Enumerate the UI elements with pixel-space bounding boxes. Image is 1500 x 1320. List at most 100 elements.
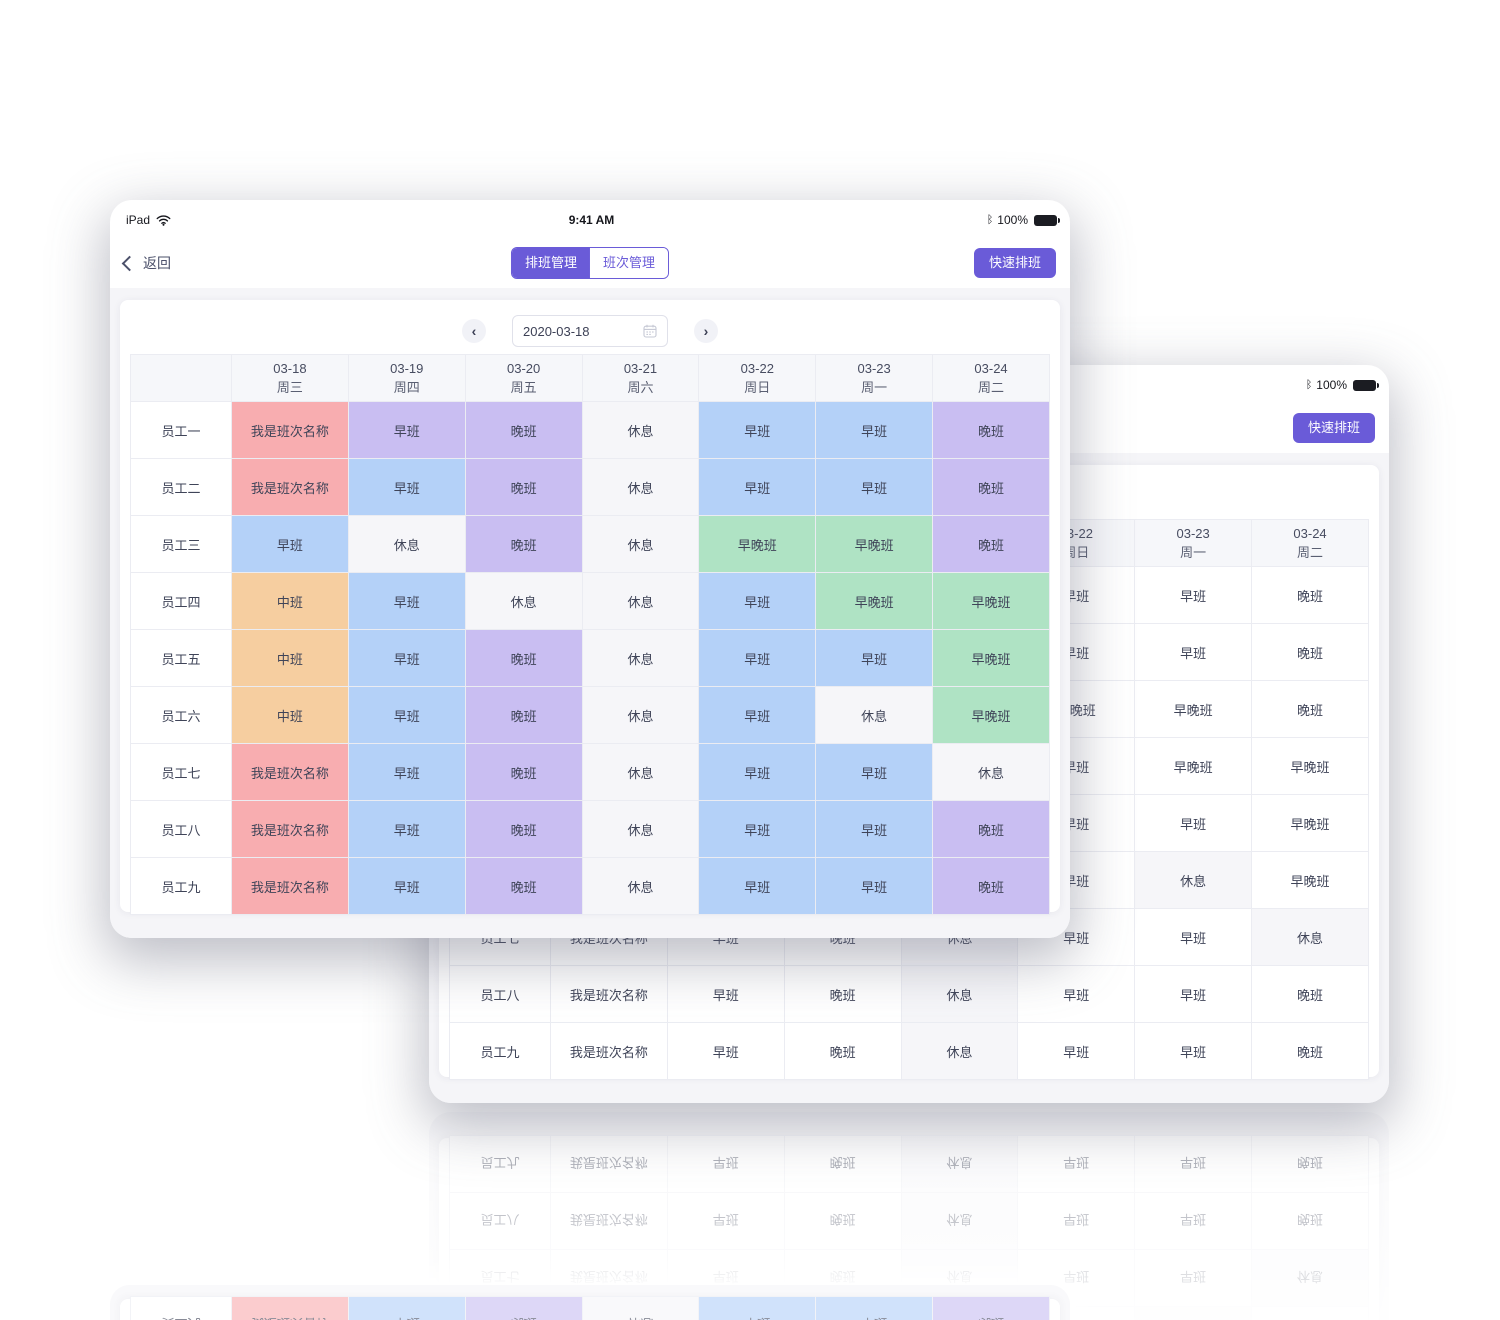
shift-cell[interactable]: 早班 [815,743,934,801]
shift-cell[interactable]: 晚班 [932,515,1050,573]
shift-cell[interactable]: 晚班 [932,458,1050,516]
shift-cell[interactable]: 晚班 [1251,1022,1369,1080]
shift-cell[interactable]: 早班 [698,686,817,744]
shift-cell[interactable]: 晚班 [464,800,583,858]
employee-name: 员工二 [130,458,232,516]
shift-cell[interactable]: 休息 [900,965,1019,1023]
shift-cell[interactable]: 早班 [1134,566,1253,624]
shift-cell[interactable]: 早班 [347,857,466,915]
shift-cell[interactable]: 早班 [231,515,349,573]
shift-cell[interactable]: 早班 [815,458,934,516]
shift-cell[interactable]: 晚班 [464,743,583,801]
shift-cell[interactable]: 早班 [698,800,817,858]
shift-cell[interactable]: 早班 [347,800,466,858]
shift-cell[interactable]: 休息 [1251,908,1369,966]
shift-cell[interactable]: 早晚班 [815,572,934,630]
shift-cell[interactable]: 晚班 [1251,965,1369,1023]
shift-cell[interactable]: 早晚班 [1251,794,1369,852]
shift-cell[interactable]: 早晚班 [932,572,1050,630]
shift-cell[interactable]: 休息 [815,686,934,744]
shift-cell[interactable]: 早晚班 [932,629,1050,687]
shift-cell[interactable]: 休息 [581,458,700,516]
shift-cell[interactable]: 早班 [347,686,466,744]
shift-cell[interactable]: 我是班次名称 [231,857,349,915]
shift-cell[interactable]: 早班 [347,629,466,687]
shift-cell[interactable]: 早班 [666,965,785,1023]
shift-cell[interactable]: 晚班 [932,857,1050,915]
shift-cell[interactable]: 早班 [1134,908,1253,966]
shift-cell[interactable]: 早班 [1017,965,1136,1023]
shift-cell[interactable]: 休息 [581,686,700,744]
shift-cell[interactable]: 早班 [698,458,817,516]
shift-cell[interactable]: 晚班 [1251,623,1369,681]
shift-cell[interactable]: 休息 [581,743,700,801]
shift-cell[interactable]: 晚班 [932,800,1050,858]
shift-cell[interactable]: 晚班 [783,965,902,1023]
date-picker-input[interactable]: 2020-03-18 [512,315,668,347]
shift-cell[interactable]: 晚班 [1251,566,1369,624]
shift-cell[interactable]: 早班 [815,857,934,915]
shift-cell[interactable]: 晚班 [932,401,1050,459]
shift-cell[interactable]: 我是班次名称 [231,401,349,459]
shift-cell[interactable]: 早晚班 [932,686,1050,744]
shift-cell[interactable]: 晚班 [464,401,583,459]
shift-cell[interactable]: 早班 [815,800,934,858]
shift-cell[interactable]: 早班 [698,743,817,801]
shift-cell[interactable]: 我是班次名称 [231,458,349,516]
shift-cell[interactable]: 早班 [1134,623,1253,681]
shift-cell[interactable]: 晚班 [464,629,583,687]
shift-cell[interactable]: 早班 [666,1022,785,1080]
shift-cell[interactable]: 早晚班 [1251,851,1369,909]
shift-cell[interactable]: 早班 [1134,794,1253,852]
shift-cell[interactable]: 早班 [1134,965,1253,1023]
shift-cell[interactable]: 休息 [464,572,583,630]
shift-cell[interactable]: 早班 [1134,1022,1253,1080]
shift-cell[interactable]: 我是班次名称 [550,1022,668,1080]
shift-cell[interactable]: 早班 [1017,1022,1136,1080]
shift-cell[interactable]: 中班 [231,686,349,744]
shift-cell[interactable]: 休息 [1134,851,1253,909]
shift-cell[interactable]: 早班 [815,629,934,687]
shift-cell[interactable]: 休息 [581,515,700,573]
shift-cell[interactable]: 早班 [698,629,817,687]
quick-schedule-button[interactable]: 快速排班 [973,248,1056,278]
shift-cell[interactable]: 我是班次名称 [231,743,349,801]
back-button[interactable]: 返回 [121,253,171,273]
shift-cell[interactable]: 早晚班 [1251,737,1369,795]
shift-cell[interactable]: 早班 [347,458,466,516]
shift-cell[interactable]: 晚班 [464,458,583,516]
shift-cell[interactable]: 休息 [581,800,700,858]
shift-cell[interactable]: 休息 [581,857,700,915]
shift-cell[interactable]: 早晚班 [815,515,934,573]
shift-cell[interactable]: 早班 [347,401,466,459]
shift-cell[interactable]: 早晚班 [1134,737,1253,795]
shift-cell[interactable]: 早班 [815,401,934,459]
shift-cell[interactable]: 晚班 [1251,680,1369,738]
shift-cell[interactable]: 我是班次名称 [550,965,668,1023]
shift-cell[interactable]: 晚班 [464,857,583,915]
shift-cell[interactable]: 中班 [231,629,349,687]
next-week-button[interactable]: › [694,319,718,343]
shift-cell[interactable]: 早晚班 [698,515,817,573]
shift-cell[interactable]: 早班 [698,572,817,630]
shift-cell[interactable]: 休息 [347,515,466,573]
shift-cell[interactable]: 早班 [347,743,466,801]
shift-cell[interactable]: 中班 [231,572,349,630]
tab-shift-management[interactable]: 班次管理 [590,248,669,278]
shift-cell[interactable]: 早班 [698,857,817,915]
quick-schedule-button[interactable]: 快速排班 [1292,413,1375,443]
shift-cell[interactable]: 休息 [581,572,700,630]
shift-cell[interactable]: 早晚班 [1134,680,1253,738]
shift-cell[interactable]: 晚班 [783,1022,902,1080]
shift-cell[interactable]: 休息 [581,629,700,687]
prev-week-button[interactable]: ‹ [462,319,486,343]
shift-cell[interactable]: 休息 [900,1022,1019,1080]
shift-cell[interactable]: 早班 [698,401,817,459]
shift-cell[interactable]: 我是班次名称 [231,800,349,858]
tab-schedule-management[interactable]: 排班管理 [511,248,590,278]
shift-cell[interactable]: 休息 [581,401,700,459]
shift-cell[interactable]: 休息 [932,743,1050,801]
shift-cell[interactable]: 晚班 [464,515,583,573]
shift-cell[interactable]: 晚班 [464,686,583,744]
shift-cell[interactable]: 早班 [347,572,466,630]
